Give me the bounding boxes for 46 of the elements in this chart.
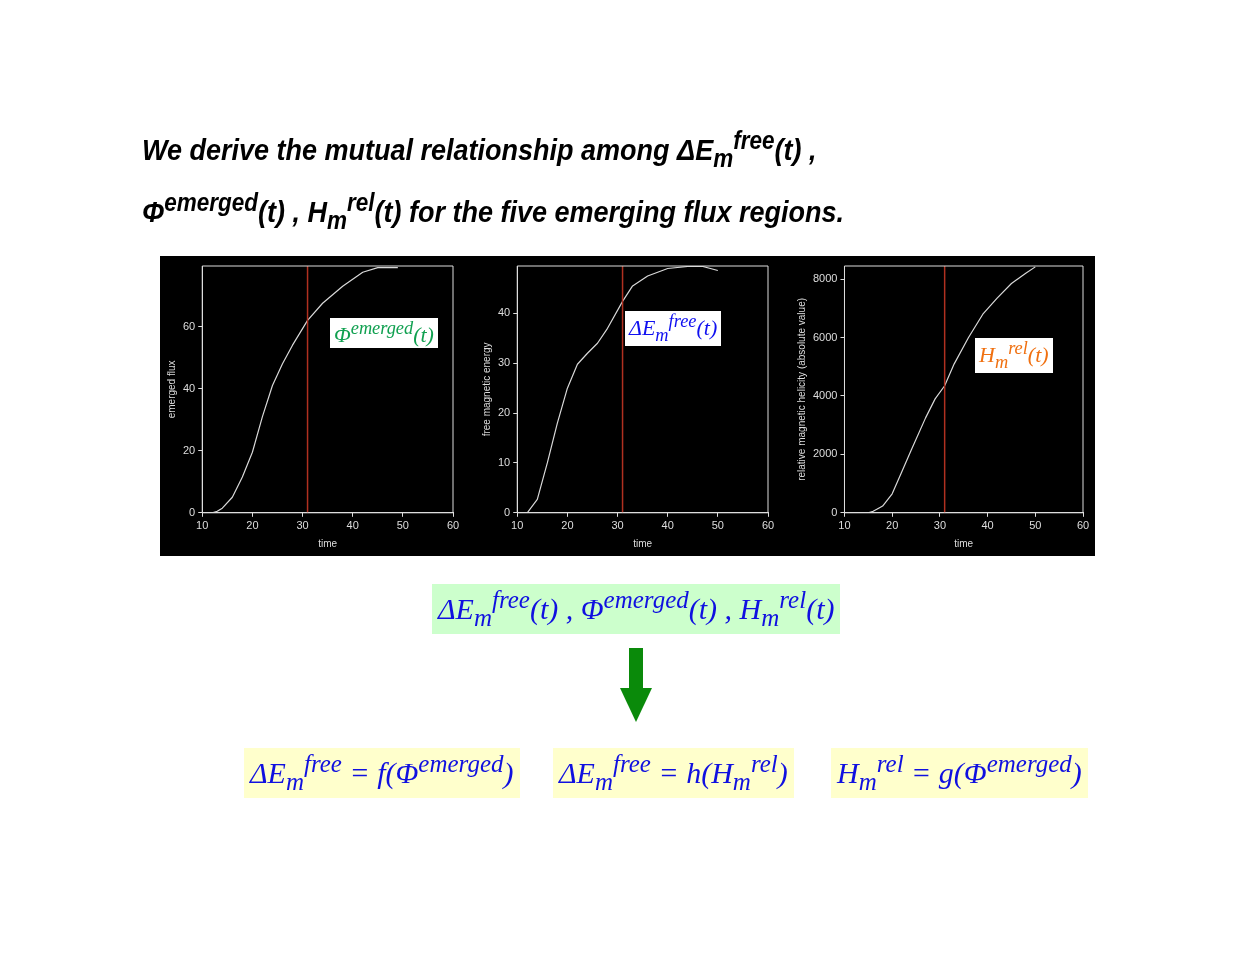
text: ΔE$_{m}$$^{free}$ = h(H$_{m}$$^{rel}$) — [553, 748, 794, 798]
x-tick-label: 10 — [196, 519, 209, 532]
x-tick-label: 60 — [446, 519, 460, 532]
y-axis-title: relative magnetic helicity (absolute value) — [795, 297, 807, 481]
x-tick-label: 30 — [933, 519, 947, 532]
y-tick-label: 6000 — [812, 330, 838, 343]
x-axis-title: time — [633, 537, 653, 549]
x-tick-label: 30 — [611, 519, 624, 532]
y-tick-label: 0 — [831, 505, 838, 518]
x-tick-label: 50 — [1029, 519, 1042, 532]
y-tick-label: 40 — [497, 306, 511, 319]
y-tick-label: 20 — [182, 443, 196, 456]
annotation: ΔE$_{m}$$^{free}$(t) — [625, 311, 722, 346]
x-tick-label: 60 — [761, 519, 775, 532]
y-tick-label: 8000 — [812, 272, 838, 285]
x-tick-label: 60 — [1076, 519, 1090, 532]
x-tick-label: 40 — [346, 519, 359, 532]
text: H$_{m}$$^{rel}$ = g(Φ$^{emerged}$) — [831, 748, 1088, 798]
y-tick-label: 0 — [504, 505, 511, 518]
x-tick-label: 20 — [246, 519, 259, 532]
chart-title: We derive the mutual relationship among ΔE$_{m}$$^{free}$(t) , Φ$^{emerged}$(t) , H$_{m}$$^{rel}$(t) for the five emerging flux regions. — [142, 126, 845, 234]
x-tick-label: 40 — [981, 519, 994, 532]
text: ΔE$_{m}$$^{free}$ = f(Φ$^{emerged}$) — [244, 748, 520, 798]
y-axis-title: emerged flux — [165, 360, 177, 419]
annotation: Φ$^{emerged}$(t) — [330, 318, 438, 349]
x-tick-label: 10 — [838, 519, 851, 532]
y-tick-label: 30 — [497, 356, 511, 369]
x-tick-label: 50 — [711, 519, 724, 532]
annotation: H$_{m}$$^{rel}$(t) — [975, 338, 1053, 373]
y-tick-label: 2000 — [812, 447, 838, 460]
y-tick-label: 20 — [497, 406, 511, 419]
x-tick-label: 50 — [396, 519, 409, 532]
x-tick-label: 40 — [661, 519, 674, 532]
x-tick-label: 20 — [886, 519, 899, 532]
x-axis-title: time — [318, 537, 338, 549]
x-tick-label: 20 — [561, 519, 574, 532]
x-axis-title: time — [954, 537, 974, 549]
y-tick-label: 10 — [497, 455, 511, 468]
y-tick-label: 4000 — [812, 389, 838, 401]
y-tick-label: 60 — [182, 319, 196, 332]
text: ΔE$_{m}$$^{free}$(t) , Φ$^{emerged}$(t) , H$_{m}$$^{rel}$(t) — [438, 586, 835, 631]
x-tick-label: 30 — [296, 519, 309, 532]
x-tick-label: 10 — [511, 519, 524, 532]
y-tick-label: 40 — [182, 381, 196, 394]
y-axis-title: free magnetic energy — [480, 342, 492, 437]
y-tick-label: 0 — [189, 505, 196, 518]
